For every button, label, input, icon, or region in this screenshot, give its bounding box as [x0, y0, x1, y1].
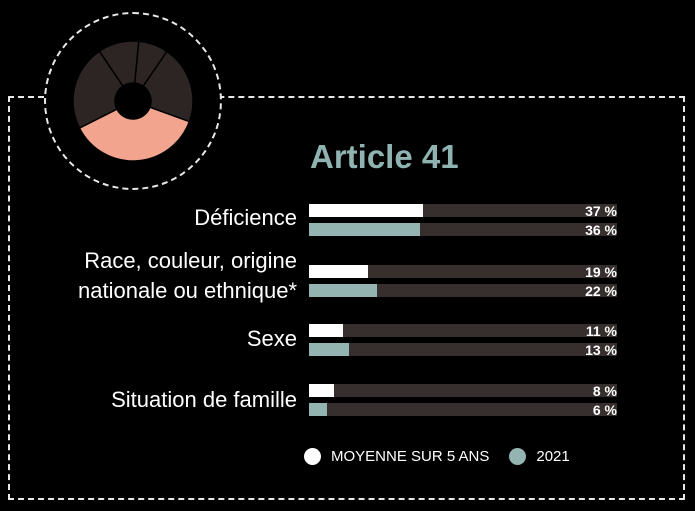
donut-segment-1 [72, 50, 124, 130]
bar-avg-2 [309, 324, 343, 337]
bar-2021-2 [309, 343, 350, 356]
bar-track [309, 324, 617, 337]
bar-track [309, 265, 617, 278]
bar-avg-0 [309, 204, 423, 217]
donut-badge [44, 12, 222, 190]
bar-track [309, 343, 617, 356]
data-label: 37 % [585, 203, 617, 219]
bar-track [309, 223, 617, 236]
category-label-line: Déficience [194, 205, 297, 230]
donut-chart [72, 40, 194, 162]
category-label-1: Race, couleur, origine nationale ou ethni… [78, 246, 297, 306]
legend-item-2021: 2021 [509, 447, 570, 465]
donut-segment-4 [142, 50, 194, 123]
legend-swatch-2021 [509, 447, 527, 465]
chart-title: Article 41 [310, 138, 459, 175]
category-label-line: nationale ou ethnique* [78, 278, 297, 303]
bar-track [309, 403, 617, 416]
bar-track [309, 284, 617, 297]
bar-2021-0 [309, 223, 420, 236]
bar-track [309, 204, 617, 217]
bar-track [309, 384, 617, 397]
data-label: 8 % [592, 383, 617, 399]
legend: MOYENNE SUR 5 ANS 2021 [304, 446, 570, 466]
data-label: 22 % [585, 283, 617, 299]
data-label: 6 % [592, 402, 617, 418]
legend-item-avg: MOYENNE SUR 5 ANS [304, 447, 490, 465]
data-label: 19 % [585, 264, 617, 280]
dashed-frame [8, 96, 685, 500]
data-label: 13 % [585, 342, 617, 358]
data-label: 36 % [585, 222, 617, 238]
category-label-3: Situation de famille [111, 385, 297, 415]
donut-segment-0 [78, 106, 191, 162]
bar-2021-3 [309, 403, 328, 416]
bar-avg-3 [309, 384, 334, 397]
category-label-0: Déficience [194, 203, 297, 233]
legend-label-avg: MOYENNE SUR 5 ANS [331, 447, 490, 465]
category-label-line: Sexe [246, 326, 297, 351]
data-label: 11 % [585, 323, 617, 339]
category-label-line: Race, couleur, origine [84, 248, 297, 273]
bar-avg-1 [309, 265, 368, 278]
category-label-line: Situation de famille [111, 387, 297, 412]
legend-swatch-avg [304, 447, 321, 465]
bar-2021-1 [309, 284, 377, 297]
legend-label-2021: 2021 [536, 447, 570, 465]
category-label-2: Sexe [247, 324, 297, 354]
